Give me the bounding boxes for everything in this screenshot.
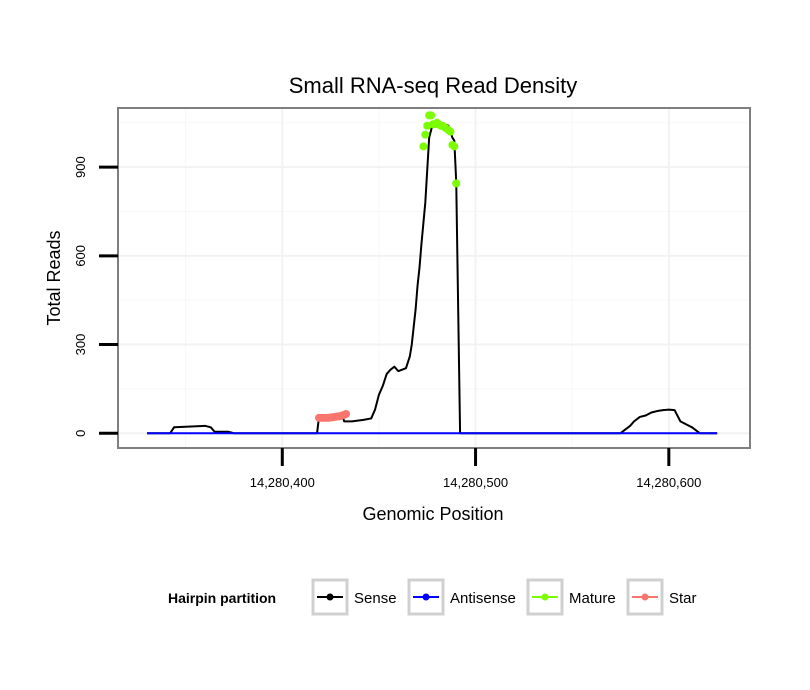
legend: Hairpin partition Sense Antisense Mature Sta… [168, 578, 697, 616]
y-axis-title: Total Reads [44, 230, 64, 325]
x-axis: 14,280,400 14,280,500 14,280,600 [250, 448, 701, 490]
y-tick-label: 300 [73, 334, 88, 356]
legend-label-antisense: Antisense [450, 590, 516, 607]
data-point-mature [446, 127, 455, 136]
legend-dot-antisense [422, 593, 430, 601]
legend-title: Hairpin partition [168, 590, 276, 606]
x-tick-label: 14,280,400 [250, 475, 315, 490]
data-point-mature [427, 111, 436, 120]
x-tick-label: 14,280,500 [443, 475, 508, 490]
x-tick-label: 14,280,600 [636, 475, 701, 490]
chart-title: Small RNA-seq Read Density [289, 73, 578, 98]
x-axis-title: Genomic Position [362, 504, 503, 524]
data-point-star [342, 410, 351, 418]
y-tick-label: 900 [73, 156, 88, 178]
y-tick-label: 600 [73, 245, 88, 267]
data-point-mature [450, 142, 459, 151]
plot-border [117, 107, 751, 449]
legend-label-sense: Sense [354, 590, 397, 607]
data-point-mature [419, 142, 428, 151]
data-point-mature [421, 130, 430, 139]
series-points [315, 111, 461, 422]
legend-label-star: Star [669, 590, 697, 607]
legend-dot-sense [326, 593, 334, 601]
legend-dot-mature [541, 593, 549, 601]
series-lines [146, 118, 718, 435]
legend-label-mature: Mature [569, 590, 616, 607]
legend-dot-star [641, 593, 649, 601]
plot-panel [118, 108, 750, 448]
y-tick-label: 0 [73, 430, 88, 437]
y-axis: 0 300 600 900 [73, 156, 118, 437]
data-point-mature-tail [452, 179, 461, 188]
